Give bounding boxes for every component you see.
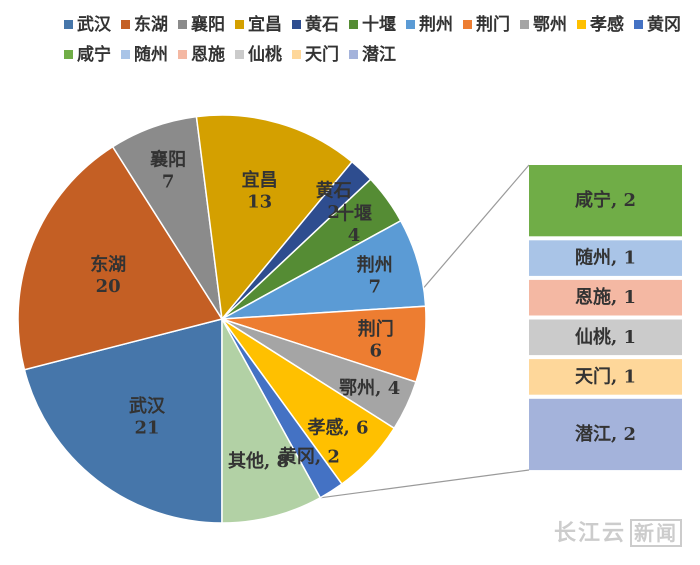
pie-slice [17, 145, 224, 371]
legend-item: 荆州 [406, 10, 453, 40]
legend-swatch [178, 50, 187, 59]
pie-slices [17, 114, 427, 524]
legend-label: 东湖 [134, 15, 168, 35]
legend-swatch [349, 50, 358, 59]
pie-data-label: 十堰 4 [336, 203, 372, 247]
legend-item: 咸宁 [64, 40, 111, 70]
pie-data-label: 武汉 21 [129, 396, 166, 439]
breakdown-label: 恩施, 1 [575, 286, 636, 308]
legend-label: 黄冈 [647, 15, 681, 35]
legend-swatch [406, 20, 415, 29]
legend-item: 黄冈 [634, 10, 681, 40]
legend-item: 荆门 [463, 10, 510, 40]
legend-item: 仙桃 [235, 40, 282, 70]
legend-item: 黄石 [292, 10, 339, 40]
legend-swatch [64, 20, 73, 29]
legend-swatch [121, 20, 130, 29]
legend-swatch [292, 20, 301, 29]
legend-item: 天门 [292, 40, 339, 70]
pie-data-label: 荆州 7 [357, 254, 393, 298]
pie-slice [221, 318, 322, 524]
legend-label: 黄石 [305, 15, 339, 35]
legend-swatch [634, 20, 643, 29]
pie-data-label: 其他, 8 [228, 450, 289, 472]
legend-item: 恩施 [178, 40, 225, 70]
legend-swatch [178, 20, 187, 29]
legend-label: 襄阳 [191, 15, 225, 35]
pie-slice [23, 318, 223, 524]
legend-label: 荆州 [419, 15, 453, 35]
breakdown-label: 随州, 1 [575, 247, 636, 269]
legend-label: 武汉 [77, 15, 111, 35]
legend-swatch [520, 20, 529, 29]
connector-line [320, 469, 530, 499]
breakdown-label: 咸宁, 2 [575, 189, 636, 211]
legend-label: 宜昌 [248, 15, 282, 35]
pie-data-label: 黄冈, 2 [279, 445, 340, 467]
pie-data-label: 东湖 20 [90, 253, 126, 297]
breakdown-segment [529, 359, 682, 395]
legend-label: 潜江 [362, 45, 396, 65]
legend-item: 东湖 [121, 10, 168, 40]
pie-data-label: 荆门 6 [358, 318, 394, 362]
legend-swatch [349, 20, 358, 29]
legend-swatch [235, 50, 244, 59]
legend-swatch [577, 20, 586, 29]
legend-item: 鄂州 [520, 10, 567, 40]
breakdown-label: 潜江, 2 [575, 423, 636, 445]
breakdown-segment [529, 240, 682, 276]
legend-label: 荆门 [476, 15, 510, 35]
legend-swatch [463, 20, 472, 29]
legend-item: 宜昌 [235, 10, 282, 40]
legend-item: 武汉 [64, 10, 111, 40]
legend-label: 恩施 [191, 45, 225, 65]
legend-item: 随州 [121, 40, 168, 70]
legend-label: 十堰 [362, 15, 396, 35]
legend-item: 襄阳 [178, 10, 225, 40]
legend-swatch [64, 50, 73, 59]
pie-data-labels: 武汉 21 东湖 20 襄阳 7 宜昌 13 黄石 2十堰 4 荆州 7 荆门 6 鄂州, 4 孝感, 6 黄冈,… [90, 149, 400, 472]
pie-slice [195, 114, 354, 321]
legend-swatch [292, 50, 301, 59]
breakdown-segment [529, 319, 682, 356]
legend-label: 随州 [134, 45, 168, 65]
breakdown-segment [529, 398, 682, 471]
chart-legend: 武汉 东湖 襄阳 宜昌 黄石 十堰 荆州 荆门 鄂州 孝感 黄冈咸宁 随州 恩施 仙桃 天门 潜江 [64, 10, 694, 70]
pie-data-label: 孝感, 6 [306, 416, 368, 438]
legend-label: 咸宁 [77, 45, 111, 65]
legend-label: 天门 [305, 45, 339, 65]
pie-data-label: 宜昌 13 [242, 169, 278, 213]
legend-swatch [121, 50, 130, 59]
pie-data-label: 襄阳 7 [149, 149, 186, 193]
legend-label: 仙桃 [248, 45, 282, 65]
breakdown-bar: 咸宁, 2 随州, 1 恩施, 1 仙桃, 1 天门, 1 潜江, 2 [529, 165, 682, 471]
legend-item: 潜江 [349, 40, 396, 70]
pie-data-label: 鄂州, 4 [339, 378, 400, 399]
breakdown-label: 天门, 1 [575, 365, 636, 387]
breakdown-segment [529, 165, 682, 237]
legend-item: 十堰 [349, 10, 396, 40]
legend-item: 孝感 [577, 10, 624, 40]
breakdown-label: 仙桃, 1 [575, 326, 636, 348]
legend-label: 鄂州 [533, 15, 567, 35]
legend-label: 孝感 [590, 15, 624, 35]
watermark-logo: 长江云 新闻 [554, 515, 682, 547]
breakdown-segment [529, 279, 682, 316]
pie-data-label: 黄石 2 [316, 179, 352, 223]
legend-swatch [235, 20, 244, 29]
